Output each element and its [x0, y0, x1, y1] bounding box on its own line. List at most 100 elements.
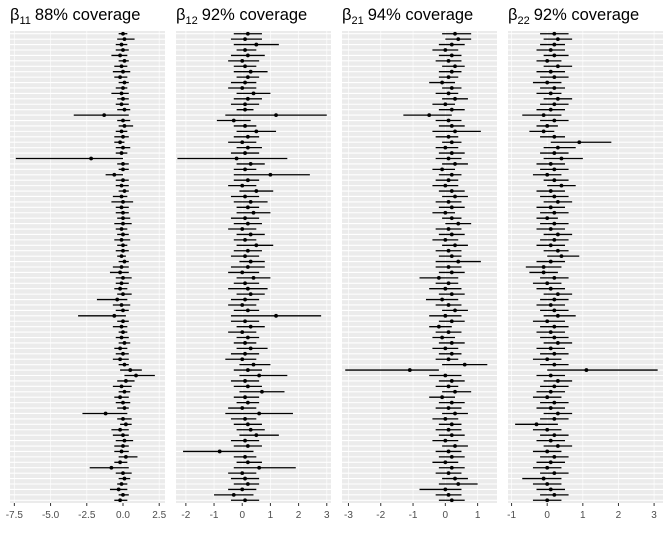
point-estimate — [548, 91, 553, 96]
point-estimate — [552, 275, 557, 280]
point-estimate — [245, 308, 250, 313]
point-estimate — [440, 167, 445, 172]
point-estimate — [243, 476, 247, 481]
point-estimate — [243, 80, 247, 85]
point-estimate — [123, 422, 128, 427]
panel-beta-12: β12 92% coverage -2 -1 0 1 2 3 — [176, 6, 331, 521]
panel-beta-22: β22 92% coverage -1 0 1 2 3 — [507, 6, 663, 521]
point-estimate — [545, 172, 550, 177]
panel-title-beta-11: β11 88% coverage — [10, 6, 140, 27]
point-estimate — [548, 303, 553, 307]
point-estimate — [552, 384, 557, 389]
point-estimate — [121, 178, 125, 183]
point-estimate — [552, 31, 557, 36]
point-estimate — [555, 341, 560, 345]
point-estimate — [119, 335, 124, 340]
point-estimate — [243, 395, 247, 400]
point-estimate — [449, 254, 454, 259]
title-text: 94% coverage — [368, 6, 474, 24]
point-estimate — [121, 69, 125, 74]
point-estimate — [446, 156, 451, 161]
point-estimate — [446, 58, 451, 63]
point-estimate — [240, 140, 245, 145]
point-estimate — [446, 227, 451, 231]
point-estimate — [122, 58, 127, 63]
point-estimate — [245, 460, 250, 465]
point-estimate — [121, 216, 125, 221]
point-estimate — [552, 194, 557, 199]
point-estimate — [122, 406, 127, 410]
point-estimate — [453, 31, 457, 36]
point-estimate — [118, 498, 122, 503]
point-estimate — [243, 37, 247, 42]
point-estimate — [446, 449, 451, 454]
point-estimate — [245, 75, 250, 80]
point-estimate — [545, 80, 550, 85]
point-estimate — [245, 134, 250, 139]
point-estimate — [443, 102, 448, 107]
point-estimate — [122, 107, 127, 112]
point-estimate — [240, 357, 245, 362]
point-estimate — [436, 275, 441, 280]
point-estimate — [449, 232, 454, 237]
point-estimate — [552, 75, 557, 80]
point-estimate — [234, 156, 239, 161]
point-estimate — [449, 351, 454, 356]
point-estimate — [121, 248, 125, 253]
point-estimate — [240, 58, 245, 63]
title-subscript: 21 — [352, 15, 364, 27]
point-estimate — [443, 417, 448, 421]
point-estimate — [118, 427, 122, 432]
point-estimate — [121, 118, 125, 123]
x-tick-label: -5.0 — [42, 510, 60, 521]
point-estimate — [118, 53, 122, 58]
point-estimate — [119, 237, 124, 242]
point-estimate — [121, 210, 125, 215]
point-estimate — [443, 145, 448, 150]
point-estimate — [240, 86, 245, 90]
point-estimate — [243, 438, 247, 443]
point-estimate — [552, 433, 557, 438]
point-estimate — [440, 297, 445, 302]
point-estimate — [251, 91, 256, 96]
point-estimate — [552, 351, 557, 356]
point-estimate — [552, 308, 557, 313]
point-estimate — [243, 498, 247, 503]
point-estimate — [245, 286, 250, 291]
point-estimate — [121, 232, 125, 237]
point-estimate — [443, 460, 448, 465]
point-estimate — [122, 259, 127, 264]
point-estimate — [555, 37, 560, 42]
point-estimate — [243, 151, 247, 155]
point-estimate — [545, 482, 550, 486]
point-estimate — [446, 357, 451, 362]
point-estimate — [122, 124, 127, 128]
point-estimate — [427, 113, 432, 117]
point-estimate — [243, 124, 247, 128]
point-estimate — [449, 86, 454, 90]
point-estimate — [119, 129, 124, 134]
point-estimate — [245, 205, 250, 210]
point-estimate — [257, 411, 262, 416]
point-estimate — [112, 313, 117, 318]
point-estimate — [548, 389, 553, 394]
point-estimate — [119, 254, 124, 259]
point-estimate — [446, 406, 451, 410]
panel-title-beta-12: β12 92% coverage — [176, 6, 307, 27]
point-estimate — [121, 86, 125, 90]
point-estimate — [443, 346, 448, 351]
point-estimate — [268, 172, 273, 177]
point-estimate — [453, 162, 457, 166]
point-estimate — [446, 75, 451, 80]
point-estimate — [552, 53, 557, 58]
point-estimate — [446, 118, 451, 123]
point-estimate — [119, 227, 124, 231]
x-tick-label: -2 — [181, 510, 190, 521]
point-estimate — [446, 178, 451, 183]
point-estimate — [119, 265, 124, 269]
point-estimate — [119, 91, 124, 96]
point-estimate — [245, 265, 250, 269]
point-estimate — [243, 297, 247, 302]
point-estimate — [552, 324, 557, 329]
